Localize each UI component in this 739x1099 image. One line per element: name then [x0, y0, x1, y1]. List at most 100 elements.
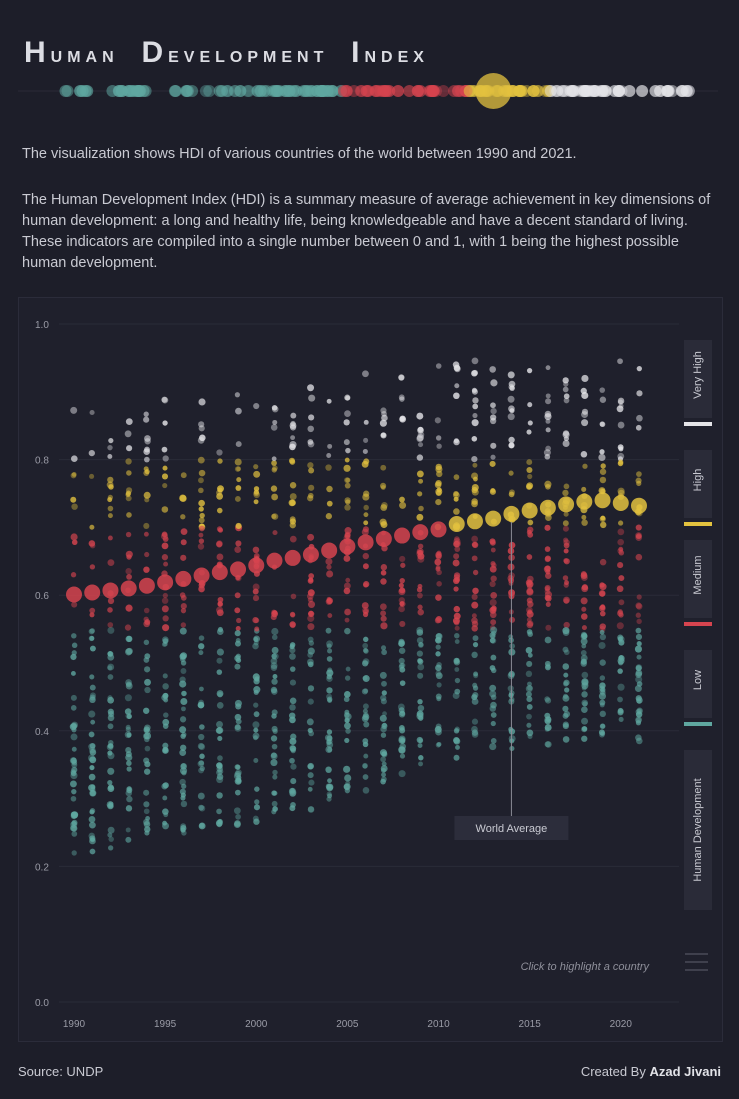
legend-item-label: Low: [692, 670, 704, 690]
country-dot: [199, 434, 206, 442]
country-dot: [380, 732, 387, 738]
country-dot: [617, 538, 625, 546]
country-dot: [416, 513, 424, 521]
country-dot: [125, 550, 133, 558]
country-dot: [363, 490, 370, 497]
hdi-scatter-chart[interactable]: 0.0 0.2 0.4 0.6 0.8 1.0 1990 1995 2000 2005 2010 20…: [19, 298, 724, 1043]
country-dot: [106, 801, 114, 808]
country-dot: [343, 439, 350, 446]
legend-item-low[interactable]: Low: [684, 650, 712, 726]
country-dot: [527, 519, 534, 526]
country-dot: [525, 579, 533, 586]
country-dot: [107, 663, 115, 671]
country-dot: [472, 397, 479, 404]
country-dot: [380, 603, 387, 611]
country-dot: [544, 696, 550, 702]
country-dot: [471, 694, 478, 701]
country-dot: [617, 548, 624, 554]
country-dot: [180, 800, 188, 808]
country-dot: [636, 681, 643, 687]
country-dot: [271, 493, 279, 501]
country-dot: [508, 383, 515, 390]
legend-item-very-high[interactable]: Very High: [684, 340, 712, 426]
country-dot: [198, 804, 204, 811]
country-dot: [289, 666, 296, 672]
world-average-point: [558, 496, 575, 513]
country-dot: [599, 723, 606, 730]
country-dot: [490, 694, 497, 701]
country-dot: [306, 718, 314, 726]
country-dot: [471, 535, 479, 543]
country-dot: [144, 745, 151, 752]
country-dot: [380, 482, 387, 489]
country-dot: [216, 726, 224, 734]
country-dot: [398, 657, 405, 665]
country-dot: [271, 743, 278, 750]
country-dot: [399, 601, 405, 607]
country-dot: [307, 806, 315, 813]
country-dot: [380, 464, 387, 471]
country-dot: [89, 742, 96, 749]
country-dot: [272, 530, 278, 536]
country-dot: [270, 485, 278, 492]
country-dot: [416, 629, 424, 636]
country-dot: [363, 636, 369, 643]
country-dot: [107, 665, 113, 671]
country-dot: [107, 476, 114, 484]
country-dot: [599, 675, 606, 681]
country-dot: [289, 737, 297, 745]
country-dot: [527, 609, 533, 615]
country-dot: [181, 770, 187, 776]
country-dot: [453, 438, 460, 446]
country-dot: [453, 474, 460, 480]
world-average-point: [466, 513, 483, 530]
country-dot: [345, 499, 351, 505]
country-dot: [199, 724, 205, 730]
country-dot: [527, 652, 533, 658]
country-dot: [636, 414, 643, 422]
country-dot: [490, 634, 496, 640]
country-dot: [216, 776, 224, 784]
country-dot: [198, 487, 204, 494]
country-dot: [161, 506, 169, 513]
country-dot: [344, 774, 352, 782]
country-dot: [508, 380, 516, 388]
country-dot: [198, 525, 205, 532]
country-dot: [362, 658, 370, 665]
country-dot: [434, 637, 441, 643]
country-dot: [418, 738, 424, 744]
country-dot: [454, 546, 461, 552]
country-dot: [272, 674, 278, 679]
country-dot: [143, 566, 150, 573]
country-dot: [144, 761, 151, 768]
hero-country-dot: [279, 85, 292, 97]
world-average-point: [138, 577, 155, 594]
country-dot: [618, 599, 625, 606]
country-dot: [380, 570, 387, 576]
country-dot: [197, 543, 205, 550]
country-dot: [252, 595, 260, 602]
country-dot: [180, 697, 188, 706]
country-dot: [363, 520, 369, 526]
country-dot: [418, 642, 424, 648]
country-dot: [379, 714, 387, 722]
country-dot: [417, 491, 423, 497]
country-dot: [580, 654, 588, 662]
country-dot: [416, 637, 424, 644]
legend-item-medium[interactable]: Medium: [684, 540, 712, 626]
legend-title: Human Development: [692, 778, 704, 881]
country-dot: [290, 733, 297, 740]
country-dot: [198, 532, 204, 538]
country-dot: [326, 687, 333, 694]
hamburger-icon[interactable]: [685, 953, 708, 971]
country-dot: [635, 534, 642, 541]
country-dot: [289, 424, 297, 431]
country-dot: [636, 618, 642, 625]
country-dot: [143, 768, 151, 775]
country-dot: [69, 780, 77, 788]
world-average-point: [266, 552, 283, 569]
country-dot: [562, 439, 570, 447]
country-dot: [271, 634, 278, 641]
country-dot: [180, 792, 186, 798]
legend-item-high[interactable]: High: [684, 450, 712, 526]
